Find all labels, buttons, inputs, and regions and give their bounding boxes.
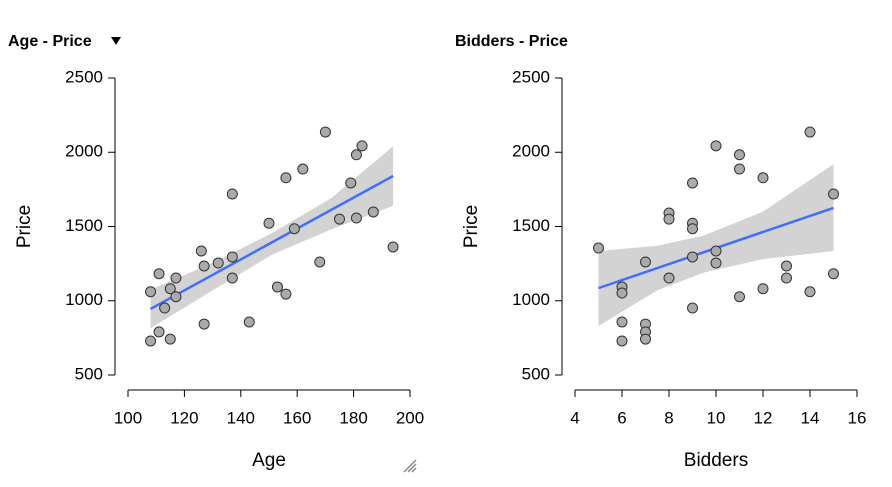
x-tick-label: 140 xyxy=(227,408,255,427)
data-point xyxy=(280,288,292,300)
regression-line xyxy=(149,174,394,311)
data-point xyxy=(243,316,255,328)
data-point xyxy=(781,260,792,272)
confidence-band xyxy=(598,164,834,326)
data-point xyxy=(159,302,171,314)
data-point xyxy=(757,283,769,295)
data-point xyxy=(804,126,816,138)
y-tick-label: 1500 xyxy=(65,216,103,235)
y-tick-label: 1000 xyxy=(512,290,550,309)
confidence-band xyxy=(150,146,394,329)
y-tick-label: 500 xyxy=(522,364,550,383)
data-point xyxy=(640,256,651,268)
x-tick-label: 120 xyxy=(170,408,198,427)
data-point xyxy=(734,163,745,175)
data-point xyxy=(198,260,210,272)
data-point xyxy=(314,256,326,268)
data-point xyxy=(710,257,722,269)
data-point xyxy=(319,126,331,138)
resize-handle[interactable] xyxy=(403,459,417,473)
y-tick-label: 2000 xyxy=(65,142,103,161)
x-tick-label: 16 xyxy=(848,408,867,427)
data-point xyxy=(734,291,745,303)
data-point xyxy=(263,217,275,229)
data-point xyxy=(593,242,604,254)
data-point xyxy=(164,283,176,295)
x-axis-title: Bidders xyxy=(684,450,748,471)
data-point xyxy=(616,316,628,328)
chart-title: Bidders - Price xyxy=(455,33,568,50)
data-point xyxy=(387,241,399,253)
x-axis-title: Age xyxy=(252,450,286,471)
data-point xyxy=(226,272,238,284)
x-tick-label: 12 xyxy=(754,408,773,427)
data-point xyxy=(153,268,165,280)
y-tick-label: 2000 xyxy=(512,142,550,161)
data-point xyxy=(226,251,238,263)
data-point xyxy=(687,177,698,189)
y-tick-label: 2500 xyxy=(65,67,103,86)
data-point xyxy=(663,213,675,225)
chart-title: Age - Price xyxy=(8,33,92,50)
data-point xyxy=(828,188,839,200)
data-point xyxy=(195,245,207,257)
data-point xyxy=(170,291,182,303)
y-axis-title: Price xyxy=(14,205,35,248)
data-point xyxy=(145,335,157,347)
data-point xyxy=(145,286,157,298)
data-point xyxy=(212,257,224,269)
data-point xyxy=(710,245,722,257)
data-point xyxy=(616,287,628,299)
y-tick-label: 1000 xyxy=(65,290,103,309)
y-tick-label: 500 xyxy=(75,364,103,383)
data-point xyxy=(334,213,345,225)
x-tick-label: 180 xyxy=(339,408,367,427)
data-point xyxy=(356,140,368,152)
data-point xyxy=(153,326,165,338)
y-axis-title: Price xyxy=(461,205,482,248)
data-point xyxy=(226,188,238,200)
x-tick-label: 10 xyxy=(707,408,726,427)
data-point xyxy=(734,149,745,161)
data-point xyxy=(828,268,839,280)
data-point xyxy=(345,177,357,189)
dropdown-arrow[interactable] xyxy=(111,37,121,45)
data-point xyxy=(757,172,769,184)
data-point xyxy=(288,223,300,235)
data-point xyxy=(271,281,283,293)
data-point xyxy=(804,286,816,298)
data-point xyxy=(687,302,698,314)
x-tick-label: 100 xyxy=(114,408,142,427)
x-tick-label: 4 xyxy=(570,408,579,427)
data-point xyxy=(663,272,675,284)
data-point xyxy=(198,318,210,330)
data-point xyxy=(350,212,362,224)
y-tick-label: 1500 xyxy=(512,216,550,235)
data-point xyxy=(367,206,379,218)
data-point xyxy=(280,172,292,184)
x-tick-label: 6 xyxy=(617,408,626,427)
data-point xyxy=(297,163,309,175)
x-tick-label: 200 xyxy=(396,408,424,427)
data-point xyxy=(640,333,651,345)
data-point xyxy=(170,272,182,284)
data-point xyxy=(687,223,698,235)
data-point xyxy=(164,333,176,345)
y-tick-label: 2500 xyxy=(512,67,550,86)
data-point xyxy=(350,149,362,161)
data-point xyxy=(710,140,722,152)
x-tick-label: 8 xyxy=(664,408,673,427)
data-point xyxy=(616,335,628,347)
data-point xyxy=(687,251,698,263)
x-tick-label: 160 xyxy=(283,408,311,427)
data-point xyxy=(781,272,792,284)
x-tick-label: 14 xyxy=(801,408,820,427)
